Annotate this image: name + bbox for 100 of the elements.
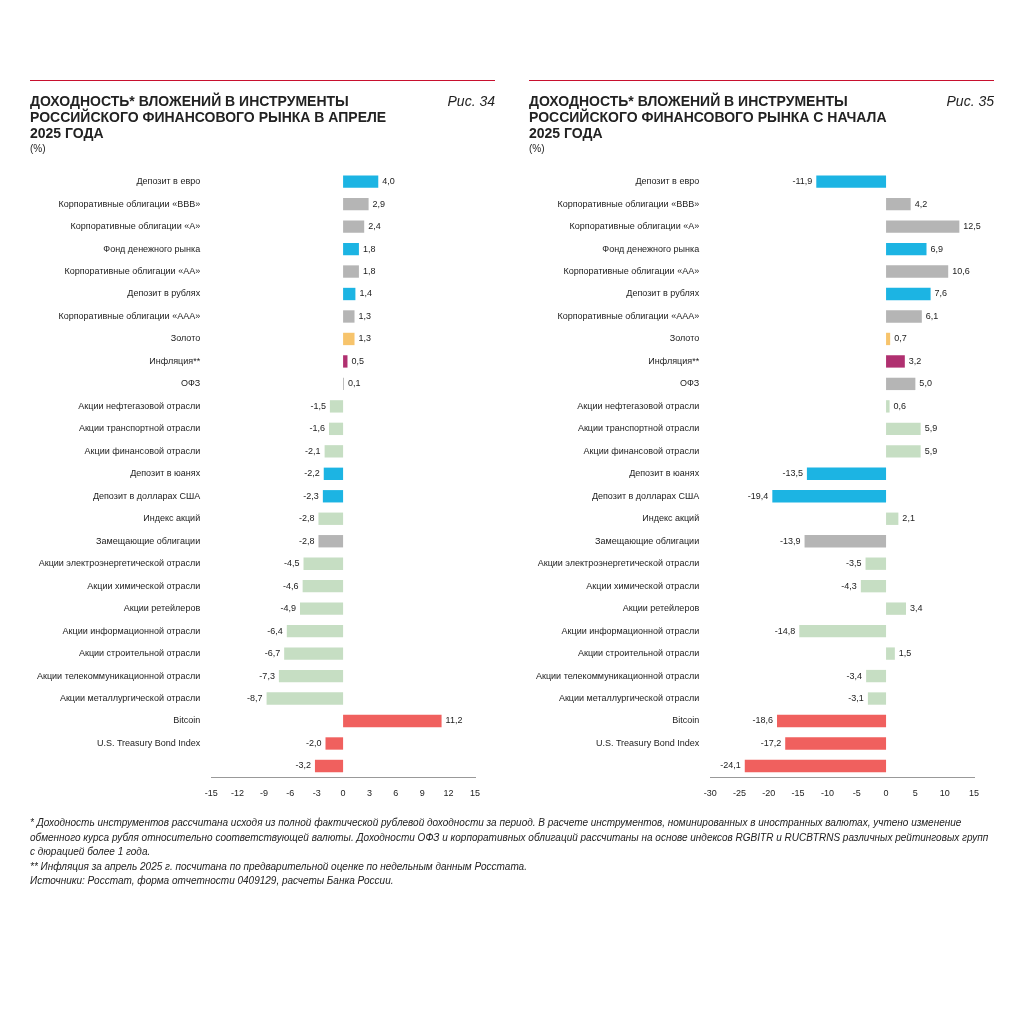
bar — [785, 737, 887, 750]
data-label: 7,6 — [934, 288, 948, 299]
y-tick-label: U.S. Treasury Bond Index — [596, 737, 700, 748]
y-tick-label: ОФЗ — [679, 378, 700, 389]
bar — [314, 759, 344, 773]
y-tick-label: Bitcoin — [173, 715, 201, 726]
y-tick-label: Акции электроэнергетической отрасли — [537, 558, 700, 569]
x-tick-label: 6 — [393, 788, 399, 799]
data-label: -2,1 — [305, 445, 321, 456]
bar — [324, 445, 344, 458]
bar — [886, 445, 921, 458]
x-tick-label: 12 — [443, 788, 454, 799]
bar — [886, 265, 949, 278]
data-label: -3,5 — [846, 558, 862, 569]
data-label: -2,3 — [303, 490, 319, 501]
bar — [286, 624, 344, 638]
bar — [343, 332, 355, 346]
bar — [886, 197, 911, 211]
x-tick-label: 15 — [469, 788, 481, 799]
x-tick-label: -12 — [231, 788, 245, 799]
x-tick-label: 0 — [883, 788, 889, 799]
data-label: 10,6 — [952, 266, 970, 277]
data-label: -11,9 — [792, 176, 813, 187]
y-tick-label: Корпоративные облигации «A» — [569, 221, 700, 232]
y-tick-label: Замещающие облигации — [595, 535, 700, 546]
x-tick-label: -30 — [703, 788, 717, 799]
bar — [806, 467, 887, 480]
bar — [343, 197, 369, 211]
x-tick-label: -20 — [762, 788, 776, 799]
data-label: -2,8 — [298, 535, 315, 546]
x-tick-label: -15 — [791, 788, 805, 799]
bar — [886, 647, 895, 660]
y-tick-label: Инфляция** — [149, 355, 201, 366]
data-label: -17,2 — [760, 737, 782, 748]
bar — [886, 220, 960, 233]
y-tick-label: Акции строительной отрасли — [577, 648, 700, 659]
y-tick-label: Золото — [170, 333, 201, 344]
bar — [343, 220, 365, 233]
data-label: 1,3 — [358, 333, 372, 344]
chart-title: ДОХОДНОСТЬ* ВЛОЖЕНИЙ В ИНСТРУМЕНТЫ РОССИЙСКОГО ФИНАНСОВОГО РЫНКА В АПРЕЛЕ 2025 ГОДА — [30, 93, 388, 141]
y-tick-label: Корпоративные облигации «AAA» — [557, 310, 700, 321]
bar — [343, 355, 348, 368]
chart-title: ДОХОДНОСТЬ* ВЛОЖЕНИЙ В ИНСТРУМЕНТЫ РОССИЙСКОГО ФИНАНСОВОГО РЫНКА С НАЧАЛА 2025 ГОДА — [529, 93, 888, 141]
bar — [886, 602, 906, 615]
text: (%) — [529, 143, 546, 154]
y-tick-label: Акции строительной отрасли — [78, 648, 201, 659]
y-tick-label: Акции электроэнергетической отрасли — [38, 558, 201, 569]
y-tick-label: Акции нефтегазовой отрасли — [577, 400, 700, 411]
bar — [300, 602, 344, 615]
y-tick-label: Корпоративные облигации «AA» — [64, 266, 201, 277]
bar — [343, 265, 359, 278]
x-tick-label: -15 — [204, 788, 218, 799]
data-label: -2,8 — [298, 513, 315, 524]
x-tick-label: 9 — [419, 788, 425, 799]
bar — [323, 467, 344, 480]
bar — [804, 535, 887, 548]
bar — [886, 400, 890, 413]
data-label: -18,6 — [752, 715, 774, 726]
data-label: -4,9 — [280, 603, 296, 614]
bar — [318, 535, 344, 548]
bar — [278, 669, 344, 683]
data-label: -1,6 — [309, 423, 326, 434]
data-label: -13,9 — [780, 535, 801, 546]
text: ** Инфляция за апрель 2025 г. посчитана по предварительной оценке по недельным данным Росстата. — [30, 859, 528, 874]
bar — [886, 332, 891, 346]
y-tick-label: ОФЗ — [180, 378, 201, 389]
bar — [343, 287, 356, 301]
data-label: -6,4 — [267, 625, 283, 636]
data-label: 5,9 — [924, 445, 938, 456]
bar — [329, 422, 344, 436]
bar — [799, 624, 887, 638]
bar — [343, 242, 359, 256]
bar — [866, 669, 887, 683]
bar — [886, 512, 899, 525]
x-tick-label: -6 — [286, 788, 295, 799]
y-tick-label: Акции информационной отрасли — [561, 625, 700, 636]
bar — [343, 175, 379, 188]
bar — [886, 242, 927, 256]
bar — [867, 692, 887, 705]
x-tick-label: -10 — [820, 788, 834, 799]
data-label: 6,9 — [930, 243, 944, 254]
x-tick-label: 5 — [912, 788, 918, 799]
data-label: -2,2 — [304, 468, 320, 479]
y-tick-label: Акции финансовой отрасли — [84, 445, 201, 456]
y-tick-label: Депозит в рублях — [127, 288, 201, 299]
y-tick-label: Акции ретейлеров — [622, 603, 700, 614]
y-tick-label: Акции телекоммуникационной отрасли — [36, 670, 201, 681]
data-label: 11,2 — [445, 715, 463, 726]
data-label: 1,8 — [362, 243, 376, 254]
y-tick-label: Депозит в евро — [635, 176, 700, 187]
chart-subtitle: Рис. 34 — [447, 93, 495, 111]
y-tick-label: Акции финансовой отрасли — [583, 445, 700, 456]
data-label: 3,4 — [909, 603, 923, 614]
bar — [744, 759, 887, 773]
y-tick-label: Депозит в долларах США — [591, 490, 700, 501]
bar — [343, 714, 442, 728]
y-tick-label: Bitcoin — [672, 715, 700, 726]
y-tick-label: Акции телекоммуникационной отрасли — [535, 670, 700, 681]
y-tick-label: Депозит в долларах США — [92, 490, 201, 501]
y-tick-label: Акции химической отрасли — [87, 580, 201, 591]
